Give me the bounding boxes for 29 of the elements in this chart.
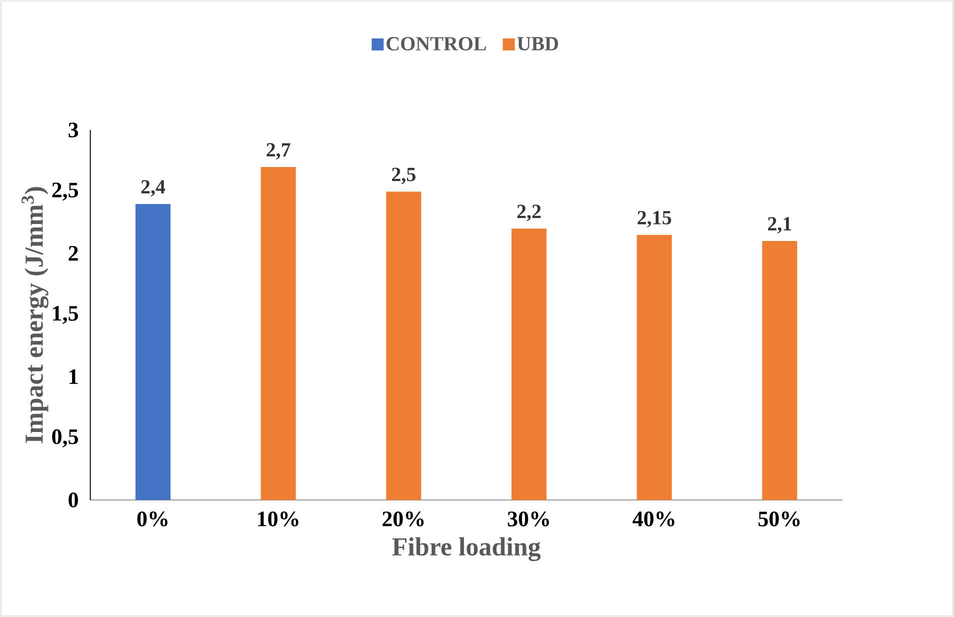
x-tick-label: 30% xyxy=(508,512,549,526)
y-tick-label: 0 xyxy=(68,492,78,508)
data-label: 2,5 xyxy=(392,168,416,184)
x-tick-label: 10% xyxy=(258,512,298,526)
x-tick-label: 40% xyxy=(632,512,674,526)
bar xyxy=(260,166,296,500)
bar xyxy=(512,228,546,500)
data-label: 2,15 xyxy=(638,210,672,228)
data-label: 2,4 xyxy=(141,180,166,196)
x-tick-label: 0% xyxy=(137,512,168,526)
y-axis-title: Impact energy (J/mm$^{3}$) xyxy=(22,187,48,444)
y-tick-label: 3 xyxy=(68,122,78,138)
bar xyxy=(762,240,798,500)
legend-label: CONTROL xyxy=(386,37,486,50)
y-tick-label: 2,5 xyxy=(52,182,78,201)
x-axis-title: Fibre loading xyxy=(392,537,541,562)
bar xyxy=(386,192,422,500)
y-tick-label: 0,5 xyxy=(52,429,78,448)
bar xyxy=(136,204,171,500)
data-label: 2,7 xyxy=(266,143,290,160)
data-label: 2,1 xyxy=(768,217,792,234)
x-tick-label: 50% xyxy=(758,512,800,526)
y-tick-label: 2 xyxy=(68,246,78,261)
data-label: 2,2 xyxy=(517,204,541,222)
y-tick-label: 1,5 xyxy=(53,306,78,324)
legend-label: UBD xyxy=(517,37,558,50)
bar xyxy=(636,234,672,500)
y-tick-label: 1 xyxy=(70,369,78,384)
x-tick-label: 20% xyxy=(382,512,424,526)
